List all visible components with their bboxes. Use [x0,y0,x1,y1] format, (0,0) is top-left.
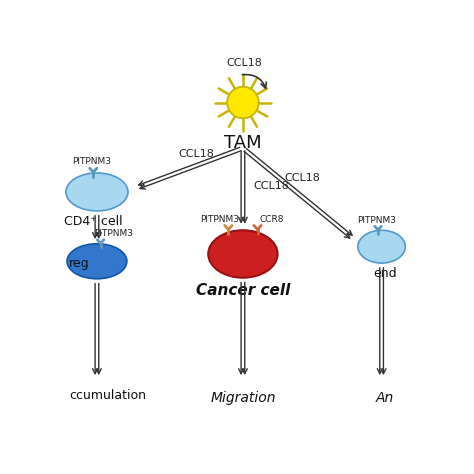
Text: PITPNM3: PITPNM3 [200,215,239,224]
Text: Cancer cell: Cancer cell [196,283,290,298]
Text: CCL18: CCL18 [284,173,320,183]
Text: CD4⁺ cell: CD4⁺ cell [64,215,123,228]
Ellipse shape [66,173,128,211]
Text: CCL18: CCL18 [227,58,263,68]
Text: reg: reg [69,256,90,270]
Text: Migration: Migration [210,391,276,405]
Text: end: end [374,267,397,281]
Ellipse shape [358,230,405,263]
Text: PITPNM3: PITPNM3 [356,216,396,225]
Text: ccumulation: ccumulation [69,389,146,402]
Ellipse shape [67,244,127,279]
Text: CCR8: CCR8 [260,215,284,224]
Circle shape [227,87,259,118]
Text: PITPNM3: PITPNM3 [94,229,133,238]
Text: CCL18: CCL18 [254,181,290,191]
Ellipse shape [208,230,278,278]
Text: PITPNM3: PITPNM3 [72,157,111,166]
Text: An: An [376,391,394,405]
Text: TAM: TAM [224,134,262,152]
Text: CCL18: CCL18 [178,149,214,159]
